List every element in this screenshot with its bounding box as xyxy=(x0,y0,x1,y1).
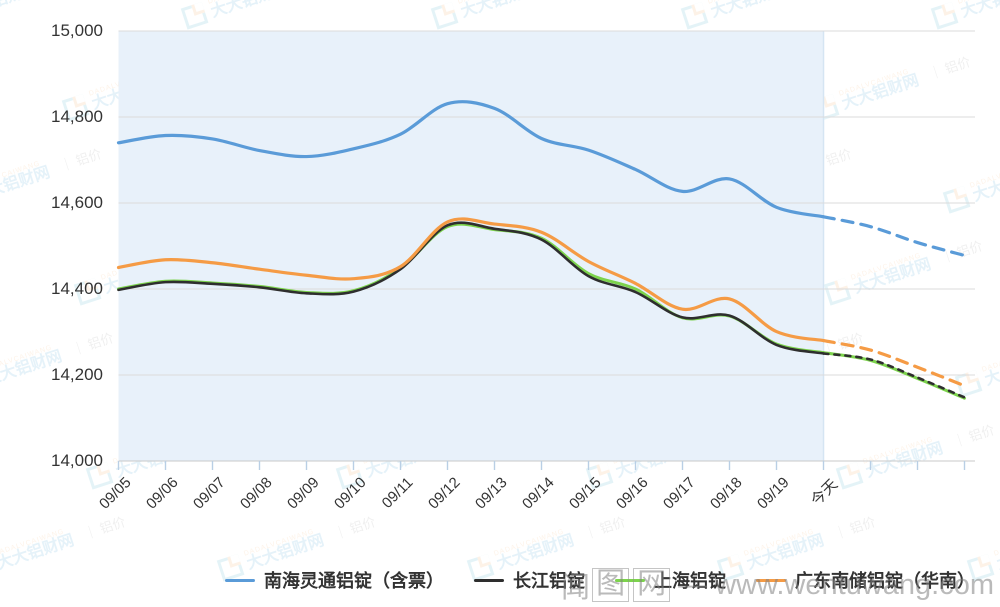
legend-line-swatch xyxy=(756,578,786,582)
legend-item[interactable]: 长江铝锭 xyxy=(474,567,585,593)
y-axis-tick-label: 15,000 xyxy=(51,21,103,40)
legend-line-swatch xyxy=(225,578,255,582)
history-shaded-region xyxy=(118,31,824,461)
y-axis-tick-label: 14,400 xyxy=(51,279,103,298)
y-axis-tick-label: 14,000 xyxy=(51,451,103,470)
legend-item[interactable]: 南海灵通铝锭（含票） xyxy=(225,567,444,593)
legend-line-swatch xyxy=(615,578,645,582)
legend-label: 广东南储铝锭（华南） xyxy=(795,571,975,591)
series-line-forecast xyxy=(822,352,966,399)
series-line-solid xyxy=(117,221,825,355)
y-axis-tick-label: 14,600 xyxy=(51,193,103,212)
legend-label: 南海灵通铝锭（含票） xyxy=(264,571,444,591)
y-axis-tick-label: 14,800 xyxy=(51,107,103,126)
legend-line-swatch xyxy=(474,578,504,582)
chart-legend: 南海灵通铝锭（含票） 长江铝锭 上海铝锭 广东南储铝锭（华南） xyxy=(225,567,975,593)
series-line-solid xyxy=(116,100,826,219)
series-line-solid xyxy=(116,217,826,343)
legend-label: 长江铝锭 xyxy=(513,571,585,591)
y-axis-tick-label: 14,200 xyxy=(51,365,103,384)
legend-item[interactable]: 广东南储铝锭（华南） xyxy=(756,567,975,593)
legend-item[interactable]: 上海铝锭 xyxy=(615,567,726,593)
series-line-forecast xyxy=(821,215,967,258)
legend-label: 上海铝锭 xyxy=(654,571,726,591)
series-line-forecast xyxy=(821,339,967,388)
